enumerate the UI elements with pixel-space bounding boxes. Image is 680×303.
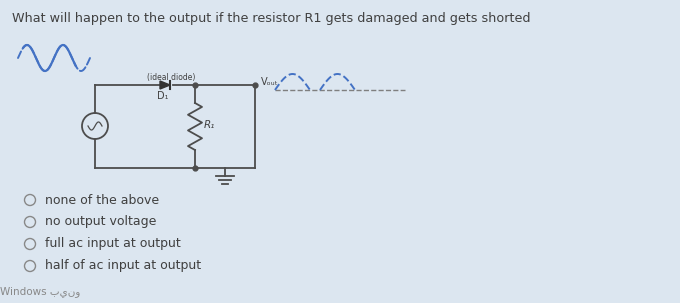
- Text: Vₒᵤₜ: Vₒᵤₜ: [261, 77, 279, 87]
- Text: D₁: D₁: [157, 91, 169, 101]
- Text: Windows بينو: Windows بينو: [0, 286, 80, 297]
- Text: (ideal diode): (ideal diode): [147, 73, 195, 82]
- Text: none of the above: none of the above: [45, 194, 159, 207]
- Text: full ac input at output: full ac input at output: [45, 238, 181, 251]
- Text: no output voltage: no output voltage: [45, 215, 156, 228]
- Polygon shape: [160, 81, 170, 89]
- Text: half of ac input at output: half of ac input at output: [45, 259, 201, 272]
- Text: What will happen to the output if the resistor R1 gets damaged and gets shorted: What will happen to the output if the re…: [12, 12, 530, 25]
- Text: R₁: R₁: [204, 119, 216, 129]
